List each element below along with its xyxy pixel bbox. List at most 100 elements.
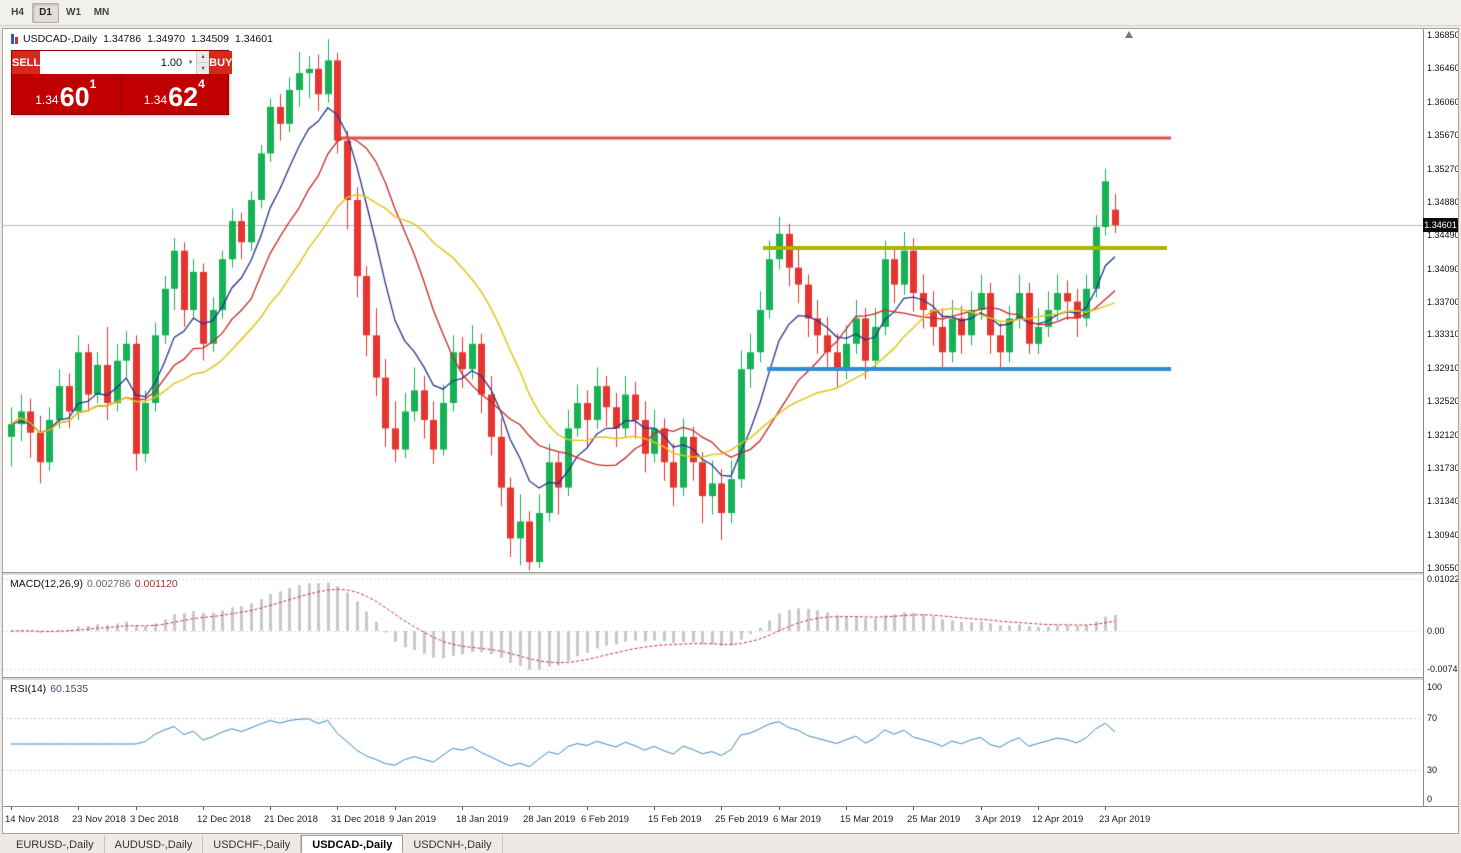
symbol-info: USDCAD-,Daily 1.34786 1.34970 1.34509 1.…	[11, 33, 273, 45]
price-scale-label: 1.33700	[1427, 296, 1459, 307]
time-label: 15 Mar 2019	[840, 814, 894, 825]
time-label: 18 Jan 2019	[456, 814, 509, 825]
timeframe-mn[interactable]: MN	[93, 7, 110, 18]
symbol-label: USDCAD-,Daily	[23, 33, 98, 45]
volume-down-icon[interactable]: ▼	[197, 63, 210, 74]
time-label: 9 Jan 2019	[389, 814, 437, 825]
time-tick	[462, 807, 463, 810]
macd-scale-label: 0.00	[1427, 626, 1445, 636]
time-label: 12 Apr 2019	[1032, 814, 1084, 825]
time-tick	[270, 807, 271, 810]
ohlc-low: 1.34509	[191, 33, 229, 45]
rsi-scale-label: 100	[1427, 682, 1443, 692]
price-scale-label: 1.32120	[1427, 430, 1459, 441]
time-label: 15 Feb 2019	[648, 814, 702, 825]
time-label: 6 Feb 2019	[581, 814, 630, 825]
time-tick	[78, 807, 79, 810]
ohlc-open: 1.34786	[103, 33, 142, 45]
main-chart-canvas[interactable]	[3, 29, 1423, 572]
current-price-badge: 1.34601	[1423, 218, 1458, 233]
price-divider	[119, 74, 121, 114]
time-label: 6 Mar 2019	[773, 814, 822, 825]
macd-scale-label: -0.00747	[1427, 664, 1459, 674]
rsi-scale-label: 30	[1427, 765, 1438, 775]
time-label: 3 Apr 2019	[975, 814, 1021, 825]
time-tick	[136, 807, 137, 810]
tab-usdcad-daily[interactable]: USDCAD-,Daily	[301, 835, 404, 853]
ohlc-close: 1.34601	[235, 33, 273, 45]
time-label: 14 Nov 2018	[5, 814, 59, 825]
price-scale-label: 1.34490	[1427, 229, 1459, 240]
time-label: 12 Dec 2018	[197, 814, 251, 825]
price-scale-label: 1.31730	[1427, 463, 1459, 474]
rsi-scale-label: 0	[1427, 794, 1433, 804]
price-axis[interactable]: 1.36850 1.36460 1.36060 1.35670 1.35270 1.348…	[1423, 29, 1458, 806]
timeframe-h4[interactable]: H4	[11, 7, 24, 18]
time-label: 31 Dec 2018	[331, 814, 385, 825]
sell-price[interactable]: 1.34 60 1	[35, 77, 97, 112]
macd-scale-label: 0.01022	[1427, 574, 1459, 584]
time-tick	[846, 807, 847, 810]
rsi-scale-label: 70	[1427, 713, 1438, 723]
time-label: 25 Feb 2019	[715, 814, 769, 825]
price-scale-label: 1.30940	[1427, 530, 1459, 540]
chart-icon	[11, 34, 18, 44]
tab-audusd-daily[interactable]: AUDUSD-,Daily	[105, 835, 204, 853]
volume-input[interactable]	[40, 51, 186, 74]
time-tick	[529, 807, 530, 810]
sell-button[interactable]: SELL	[12, 51, 41, 74]
price-scale-label: 1.32520	[1427, 396, 1459, 407]
tab-usdcnh-daily[interactable]: USDCNH-,Daily	[403, 835, 503, 853]
volume-up-icon[interactable]: ▲	[197, 51, 210, 63]
buy-button[interactable]: BUY	[209, 51, 233, 74]
time-tick	[913, 807, 914, 810]
price-scale-label: 1.31340	[1427, 496, 1459, 507]
price-scale-label: 1.35670	[1427, 129, 1459, 140]
price-scale-label: 1.33310	[1427, 329, 1459, 340]
time-tick	[587, 807, 588, 810]
price-scale-label: 1.32910	[1427, 363, 1459, 374]
price-scale-label: 1.36460	[1427, 62, 1459, 73]
timeframe-toolbar: H4 D1 W1 MN	[0, 0, 1461, 26]
chart-shift-marker	[1125, 31, 1133, 38]
time-tick	[1105, 807, 1106, 810]
time-label: 23 Apr 2019	[1099, 814, 1151, 825]
timeframe-d1[interactable]: D1	[32, 2, 59, 23]
time-tick	[779, 807, 780, 810]
time-tick	[981, 807, 982, 810]
time-tick	[395, 807, 396, 810]
timeframe-w1[interactable]: W1	[66, 7, 81, 18]
time-tick	[1038, 807, 1039, 810]
time-tick	[337, 807, 338, 810]
macd-label: MACD(12,26,9) 0.002786 0.001120	[10, 578, 178, 590]
panel-divider-macd[interactable]	[3, 572, 1458, 575]
volume-box: ▼ ▲ ▼	[40, 51, 210, 74]
rsi-canvas[interactable]	[3, 680, 1423, 806]
time-tick	[203, 807, 204, 810]
time-axis[interactable]: 14 Nov 2018 23 Nov 2018 3 Dec 2018 12 Dec 2…	[3, 806, 1458, 833]
chart-window: USDCAD-,Daily 1.34786 1.34970 1.34509 1.…	[2, 28, 1459, 834]
volume-spinner: ▲ ▼	[196, 51, 210, 74]
volume-dropdown-icon[interactable]: ▼	[187, 59, 194, 66]
time-label: 21 Dec 2018	[264, 814, 318, 825]
price-scale-label: 1.35270	[1427, 163, 1459, 174]
time-label: 23 Nov 2018	[72, 814, 126, 825]
time-label: 28 Jan 2019	[523, 814, 576, 825]
price-scale-label: 1.34880	[1427, 196, 1459, 207]
time-tick	[721, 807, 722, 810]
time-label: 3 Dec 2018	[130, 814, 179, 825]
timeframe-buttons: H4 D1 W1 MN	[4, 2, 115, 23]
buy-price[interactable]: 1.34 62 4	[143, 77, 205, 112]
macd-canvas[interactable]	[3, 575, 1423, 677]
tab-eurusd-daily[interactable]: EURUSD-,Daily	[6, 835, 105, 853]
time-tick	[654, 807, 655, 810]
price-scale-label: 1.30550	[1427, 563, 1459, 573]
tab-usdchf-daily[interactable]: USDCHF-,Daily	[203, 835, 302, 853]
time-tick	[11, 807, 12, 810]
chart-tabs: EURUSD-,Daily AUDUSD-,Daily USDCHF-,Daily U…	[0, 835, 1461, 853]
time-label: 25 Mar 2019	[907, 814, 961, 825]
panel-divider-rsi[interactable]	[3, 677, 1458, 680]
price-scale-label: 1.36060	[1427, 96, 1459, 107]
price-scale-label: 1.34090	[1427, 263, 1459, 274]
